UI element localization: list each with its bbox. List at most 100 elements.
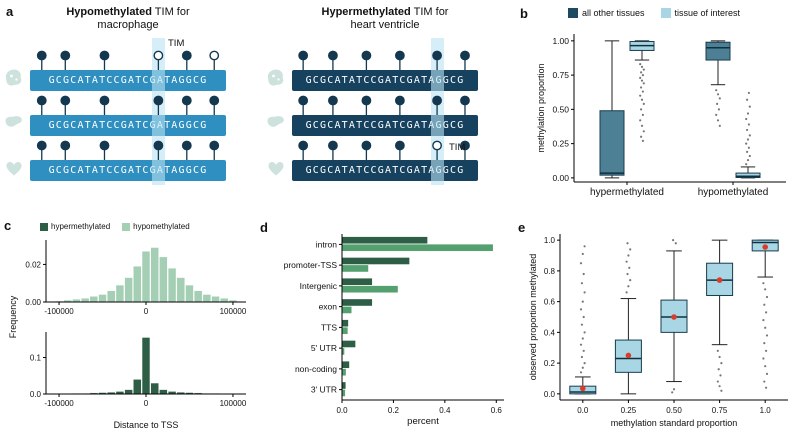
title-bold: Hypermethylated [321, 6, 411, 18]
liver-icon [266, 113, 286, 133]
svg-text:0: 0 [144, 399, 149, 408]
legend-swatch [122, 222, 131, 231]
lollipop-markers [36, 95, 220, 115]
svg-text:0.2: 0.2 [544, 359, 556, 368]
legend-label: hypomethylated [133, 222, 190, 231]
title-line2: macrophage [97, 19, 159, 31]
dna-sequence: GCGCATATCCGATCGATAGGCG [48, 165, 208, 176]
svg-text:0.0: 0.0 [544, 390, 556, 399]
lollipop-markers [36, 140, 220, 160]
svg-text:0.0: 0.0 [577, 406, 589, 415]
sequence-box: GCGCATATCCGATCGATAGGCG [292, 70, 478, 91]
title-rest: TIM for [151, 6, 190, 18]
panel-label-e: e [518, 220, 526, 235]
lollipop-markers [298, 95, 470, 115]
svg-text:promoter-TSS: promoter-TSS [284, 260, 338, 270]
svg-text:hypomethylated: hypomethylated [698, 187, 769, 198]
legend-item: hypomethylated [122, 222, 190, 231]
svg-text:1.00: 1.00 [552, 36, 569, 46]
svg-text:0.0: 0.0 [336, 406, 348, 415]
svg-text:non-coding: non-coding [295, 364, 337, 374]
svg-text:percent: percent [407, 416, 439, 427]
legend-swatch [568, 8, 578, 18]
legend-item: all other tissues [568, 8, 645, 18]
legend-panel-c: hypermethylated hypomethylated [40, 222, 190, 231]
svg-text:-100000: -100000 [44, 307, 74, 316]
svg-text:Distance to TSS: Distance to TSS [114, 420, 179, 430]
barchart-genomic-annotation-percent: intron promoter-TSS Intergenic exon TTS 5' UT… [266, 228, 512, 433]
lollipop-markers [298, 140, 470, 160]
lollipop-markers [298, 50, 470, 70]
svg-text:0.6: 0.6 [544, 298, 556, 307]
svg-text:Frequency: Frequency [8, 295, 18, 338]
sequence-row: GCGCATATCCGATCGATAGGCG [5, 95, 226, 136]
dna-sequence: GCGCATATCCGATCGATAGGCG [48, 120, 208, 131]
dna-sequence: GCGCATATCCGATCGATAGGCG [305, 165, 465, 176]
svg-text:0.50: 0.50 [552, 104, 569, 114]
legend-swatch [40, 222, 48, 231]
tim-label: TIM [449, 142, 466, 153]
svg-text:0.25: 0.25 [621, 406, 637, 415]
svg-text:0.4: 0.4 [439, 406, 451, 415]
heart-icon [4, 158, 24, 178]
svg-text:methylation standard proportio: methylation standard proportion [611, 418, 738, 428]
svg-text:0.75: 0.75 [552, 70, 569, 80]
sequence-box: GCGCATATCCGATCGATAGGCG [30, 70, 226, 91]
svg-text:0.00: 0.00 [25, 298, 41, 307]
title-bold: Hypomethylated [66, 6, 152, 18]
boxplot-methylation-proportion: 0.00 0.25 0.50 0.75 1.00 hypermethylated hypom… [534, 26, 794, 209]
svg-text:TTS: TTS [321, 322, 337, 332]
sequence-box: GCGCATATCCGATCGATAGGCG [30, 160, 226, 181]
legend-panel-b: all other tissues tissue of interest [568, 8, 740, 18]
svg-text:0.50: 0.50 [666, 406, 682, 415]
svg-text:0.2: 0.2 [388, 406, 400, 415]
svg-text:0.4: 0.4 [544, 328, 556, 337]
sequence-row: GCGCATATCCGATCGATAGGCG [5, 50, 226, 91]
svg-text:Intergenic: Intergenic [300, 281, 338, 291]
svg-text:0.0: 0.0 [30, 390, 42, 399]
tim-label: TIM [168, 38, 185, 49]
svg-text:5' UTR: 5' UTR [311, 343, 337, 353]
svg-text:intron: intron [316, 239, 338, 249]
macrophage-icon [266, 68, 286, 88]
diagram-title: Hypermethylated TIM for heart ventricle [292, 6, 478, 32]
svg-text:100000: 100000 [220, 307, 247, 316]
panel-label-b: b [520, 6, 528, 21]
svg-text:hypermethylated: hypermethylated [590, 187, 664, 198]
svg-text:-100000: -100000 [44, 399, 74, 408]
histograms-distance-to-tss: 0.00 0.02 -100000 0 100000 0.0 0.1 -100000 0 1000… [6, 236, 252, 436]
legend-swatch [660, 8, 671, 18]
sequence-box: GCGCATATCCGATCGATAGGCG [30, 115, 226, 136]
svg-text:methylation proportion: methylation proportion [536, 63, 546, 152]
svg-text:1.0: 1.0 [760, 406, 772, 415]
svg-text:0.02: 0.02 [25, 260, 41, 269]
title-rest: TIM for [410, 6, 449, 18]
svg-text:0.75: 0.75 [712, 406, 728, 415]
panel-label-c: c [4, 218, 12, 233]
panel-label-d: d [260, 220, 268, 235]
svg-text:1.0: 1.0 [544, 236, 556, 245]
heart-icon [266, 158, 286, 178]
svg-text:100000: 100000 [220, 399, 247, 408]
svg-text:0.8: 0.8 [544, 267, 556, 276]
legend-label: all other tissues [582, 8, 645, 18]
svg-text:0.1: 0.1 [30, 354, 42, 363]
svg-text:0: 0 [144, 307, 149, 316]
diagram-title: Hypomethylated TIM for macrophage [30, 6, 226, 32]
svg-text:exon: exon [319, 302, 338, 312]
legend-item: tissue of interest [660, 8, 741, 18]
title-line2: heart ventricle [350, 19, 420, 31]
sequence-box: GCGCATATCCGATCGATAGGCG [292, 115, 478, 136]
dna-sequence: GCGCATATCCGATCGATAGGCG [48, 75, 208, 86]
legend-item: hypermethylated [40, 222, 110, 231]
legend-label: tissue of interest [674, 8, 741, 18]
svg-text:observed proportion methylated: observed proportion methylated [528, 254, 538, 381]
boxplot-observed-vs-standard-methylation: 0.0 0.2 0.4 0.6 0.8 1.0 0.0 0.25 0.50 0.75 1.0 obse… [526, 226, 796, 435]
sequence-row: GCGCATATCCGATCGATAGGCG [6, 140, 226, 181]
macrophage-icon [4, 68, 24, 88]
dna-sequence: GCGCATATCCGATCGATAGGCG [305, 120, 465, 131]
diagram-hypermethylated-tim: Hypermethylated TIM for heart ventricle … [267, 6, 478, 186]
panel-label-a: a [6, 4, 14, 19]
svg-text:0.25: 0.25 [552, 139, 569, 149]
